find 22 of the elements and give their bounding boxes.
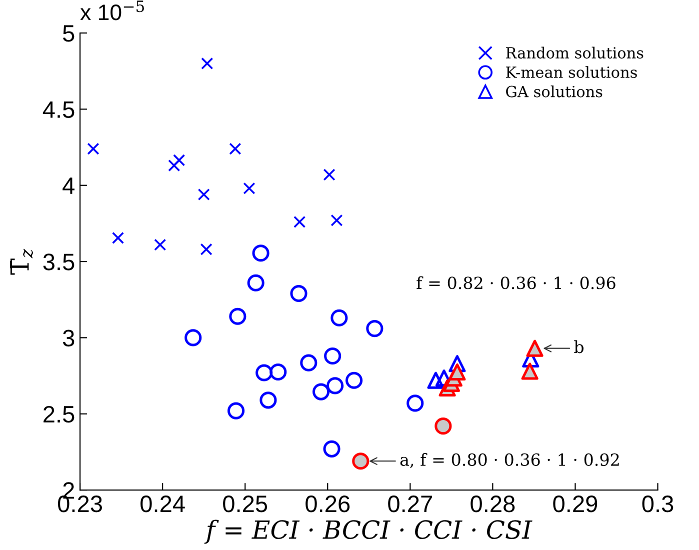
annotation: f = 0.82 · 0.36 · 1 · 0.96 — [416, 276, 616, 290]
y-tick-label: 3 — [62, 330, 74, 346]
x-tick-label: 0.3 — [642, 496, 674, 512]
legend-label: Random solutions — [506, 46, 644, 59]
x-tick-label: 0.29 — [553, 496, 598, 512]
y-tick-label: 4 — [62, 178, 74, 194]
x-tick-label: 0.28 — [470, 496, 515, 512]
x-tick-label: 0.26 — [306, 496, 350, 512]
y-tick-label: 5 — [62, 25, 74, 42]
legend-label: GA solutions — [506, 85, 602, 98]
annotation: b — [574, 340, 584, 354]
text: x 10$^{−5}$ — [80, 0, 144, 20]
y-tick-label: 3.5 — [43, 254, 74, 270]
x-tick-label: 0.27 — [388, 496, 432, 512]
x-tick-label: 0.25 — [223, 496, 268, 512]
y-tick-label: 2.5 — [44, 406, 74, 423]
x-axis-title: f = ECI · BCCI · CCI · CSI — [204, 520, 532, 544]
x-tick-label: 0.24 — [140, 496, 185, 512]
legend-label: K-mean solutions — [506, 66, 637, 78]
y-axis-title: T̄$_{z}$ — [10, 248, 34, 275]
annotation: a, f = 0.80 · 0.36 · 1 · 0.92 — [400, 453, 619, 468]
y-tick-label: 4.5 — [42, 101, 74, 118]
